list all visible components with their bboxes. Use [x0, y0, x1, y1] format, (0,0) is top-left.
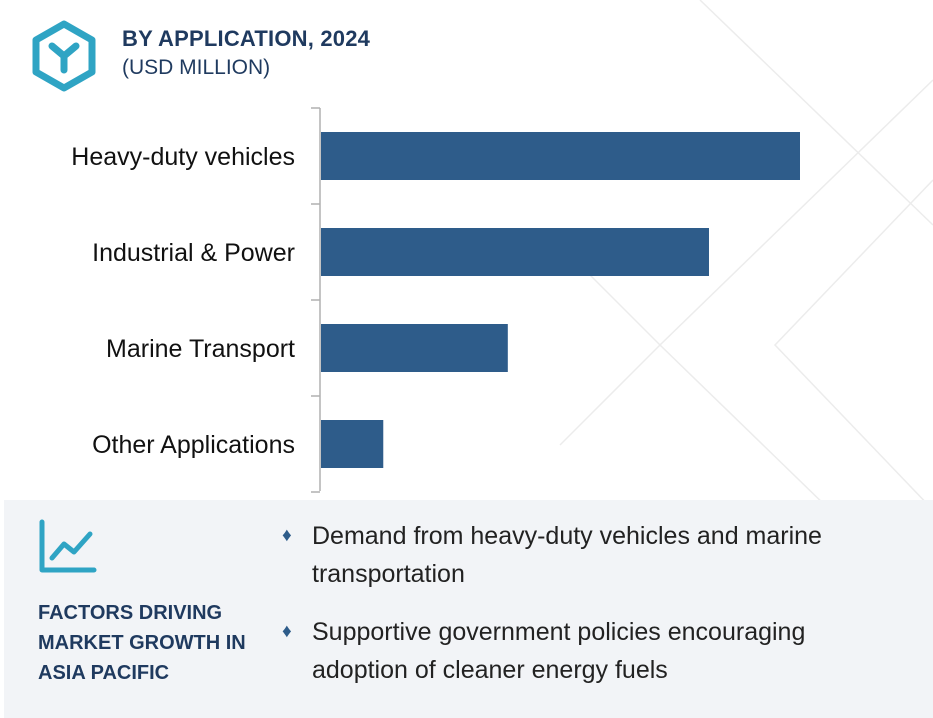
bar	[321, 420, 384, 468]
hexagon-y-logo-icon	[32, 20, 96, 92]
category-label: Marine Transport	[106, 335, 295, 363]
bar-chart: Heavy-duty vehicles Industrial & Power Mar…	[71, 107, 800, 493]
factors-heading: FACTORS DRIVING MARKET GROWTH IN ASIA PA…	[38, 602, 246, 684]
category-label: Other Applications	[92, 431, 295, 459]
chart-title: BY APPLICATION, 2024	[122, 26, 371, 51]
chart-subtitle: (USD MILLION)	[122, 56, 271, 79]
bar	[321, 324, 508, 372]
factor-item: ♦ Demand from heavy-duty vehicles and ma…	[282, 517, 902, 593]
diamond-bullet-icon: ♦	[282, 621, 292, 642]
factor-item: ♦ Supportive government policies encoura…	[282, 613, 902, 689]
growth-factors-panel: FACTORS DRIVING MARKET GROWTH IN ASIA PA…	[4, 500, 933, 718]
category-label: Industrial & Power	[92, 239, 295, 267]
category-label: Heavy-duty vehicles	[71, 143, 295, 171]
bar	[321, 132, 800, 180]
diamond-bullet-icon: ♦	[282, 525, 292, 546]
bar	[321, 228, 709, 276]
factor-text: Supportive government policies encouragi…	[312, 618, 806, 684]
factor-text: Demand from heavy-duty vehicles and mari…	[312, 522, 822, 588]
trend-line-icon	[39, 519, 97, 573]
